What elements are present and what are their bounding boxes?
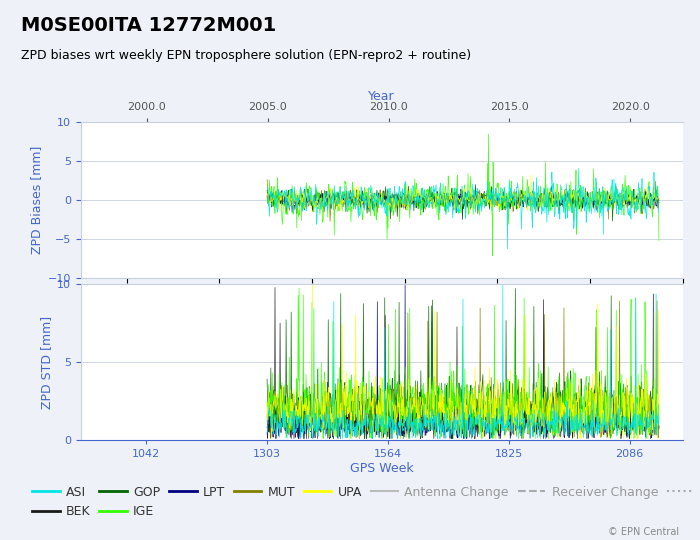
Text: © EPN Central: © EPN Central bbox=[608, 527, 679, 537]
Y-axis label: ZPD Biases [mm]: ZPD Biases [mm] bbox=[30, 145, 43, 254]
Legend: ASI, BEK, GOP, IGE, LPT, MUT, UPA, Antenna Change, Receiver Change, Firmware Cha: ASI, BEK, GOP, IGE, LPT, MUT, UPA, Anten… bbox=[27, 481, 700, 523]
X-axis label: GPS Week: GPS Week bbox=[350, 462, 413, 475]
X-axis label: Year: Year bbox=[368, 90, 395, 103]
Text: M0SE00ITA 12772M001: M0SE00ITA 12772M001 bbox=[21, 16, 276, 35]
Text: ZPD biases wrt weekly EPN troposphere solution (EPN-repro2 + routine): ZPD biases wrt weekly EPN troposphere so… bbox=[21, 49, 471, 62]
Y-axis label: ZPD STD [mm]: ZPD STD [mm] bbox=[40, 315, 52, 409]
